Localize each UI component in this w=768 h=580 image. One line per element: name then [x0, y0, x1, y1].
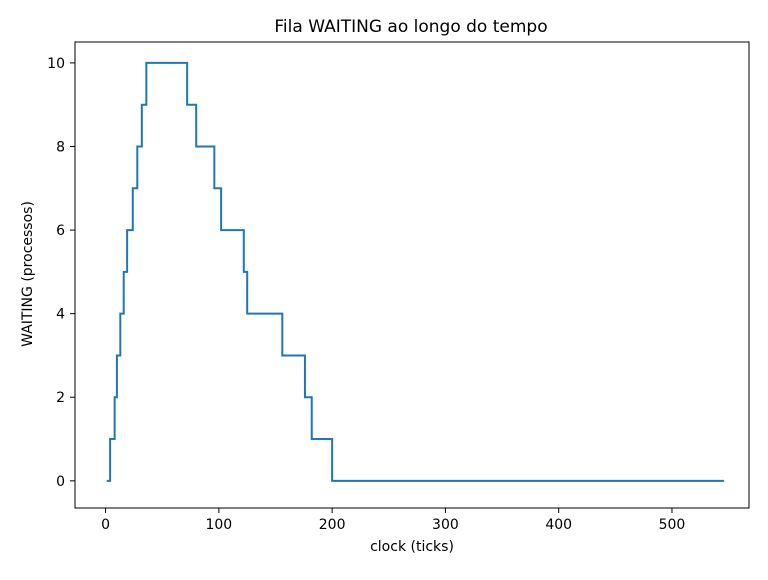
x-tick-label: 500: [659, 517, 686, 533]
x-tick-label: 400: [545, 517, 572, 533]
plot-area: [74, 41, 750, 509]
y-tick-label: 10: [47, 56, 65, 72]
y-tick-label: 6: [56, 223, 65, 239]
y-tick-label: 2: [56, 390, 65, 406]
x-tick-label: 100: [205, 517, 232, 533]
x-axis-title: clock (ticks): [370, 539, 454, 555]
x-axis: 0 100 200 300 400 500: [101, 508, 685, 533]
y-axis-title: WAITING (processos): [20, 201, 36, 347]
x-tick-label: 300: [432, 517, 459, 533]
y-tick-label: 4: [56, 307, 65, 323]
y-tick-label: 0: [56, 474, 65, 490]
y-tick-label: 8: [56, 139, 65, 155]
x-tick-label: 0: [101, 517, 110, 533]
plot-frame: [74, 41, 750, 509]
chart-title: Fila WAITING ao longo do tempo: [274, 17, 547, 37]
x-tick-label: 200: [319, 517, 346, 533]
y-axis: 0 2 4 6 8 10: [47, 56, 75, 490]
series-line-0: [106, 61, 725, 482]
